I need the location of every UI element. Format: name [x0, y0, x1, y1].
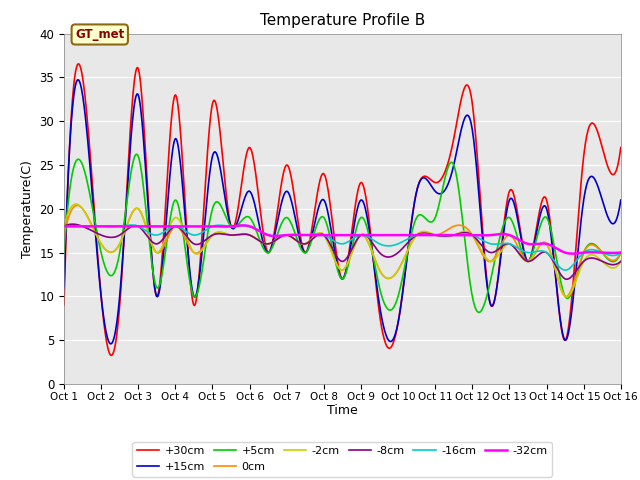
-8cm	[563, 276, 570, 282]
Legend: +30cm, +15cm, +5cm, 0cm, -2cm, -8cm, -16cm, -32cm: +30cm, +15cm, +5cm, 0cm, -2cm, -8cm, -16…	[132, 442, 552, 477]
+30cm	[617, 144, 625, 150]
0cm	[384, 276, 392, 281]
+5cm	[541, 214, 548, 220]
+30cm	[60, 302, 68, 308]
-16cm	[561, 267, 569, 273]
-32cm	[568, 251, 576, 256]
-8cm	[415, 231, 423, 237]
+15cm	[416, 178, 424, 184]
-16cm	[617, 250, 625, 255]
-8cm	[483, 248, 491, 254]
+30cm	[416, 178, 424, 183]
0cm	[415, 230, 423, 236]
-32cm	[483, 232, 491, 238]
-32cm	[94, 223, 102, 229]
Line: -2cm: -2cm	[64, 204, 621, 297]
+15cm	[541, 203, 548, 209]
-8cm	[399, 245, 406, 251]
+15cm	[95, 270, 102, 276]
+15cm	[107, 341, 115, 347]
0cm	[617, 250, 625, 255]
-2cm	[72, 201, 80, 207]
-32cm	[384, 232, 392, 238]
-32cm	[239, 223, 246, 228]
-16cm	[483, 240, 491, 245]
-8cm	[540, 249, 548, 255]
-16cm	[60, 223, 68, 229]
-2cm	[399, 259, 406, 264]
-8cm	[617, 258, 625, 264]
+15cm	[60, 285, 68, 290]
+30cm	[108, 353, 115, 359]
Line: +5cm: +5cm	[64, 154, 621, 312]
0cm	[562, 294, 570, 300]
0cm	[95, 237, 102, 243]
Line: -32cm: -32cm	[64, 226, 621, 253]
+30cm	[95, 267, 102, 273]
-32cm	[60, 223, 68, 229]
X-axis label: Time: Time	[327, 405, 358, 418]
+5cm	[384, 306, 392, 312]
-16cm	[415, 232, 423, 238]
+15cm	[399, 285, 407, 290]
+5cm	[484, 290, 492, 296]
-2cm	[415, 230, 423, 236]
+5cm	[399, 274, 406, 280]
Line: +15cm: +15cm	[64, 80, 621, 344]
Title: Temperature Profile B: Temperature Profile B	[260, 13, 425, 28]
+30cm	[541, 194, 548, 200]
-16cm	[94, 223, 102, 229]
+15cm	[74, 77, 82, 83]
-16cm	[127, 222, 135, 228]
Line: -8cm: -8cm	[64, 224, 621, 279]
-2cm	[617, 258, 625, 264]
+5cm	[132, 151, 140, 157]
0cm	[540, 240, 548, 245]
+5cm	[60, 250, 68, 255]
0cm	[399, 258, 406, 264]
-2cm	[384, 276, 392, 281]
Y-axis label: Temperature(C): Temperature(C)	[21, 160, 34, 258]
0cm	[60, 232, 68, 238]
+15cm	[385, 337, 392, 343]
+15cm	[617, 197, 625, 203]
-16cm	[540, 249, 548, 254]
-8cm	[60, 223, 68, 229]
+5cm	[94, 236, 102, 241]
-32cm	[415, 232, 423, 238]
Line: +30cm: +30cm	[64, 64, 621, 356]
+5cm	[617, 250, 625, 255]
-16cm	[399, 239, 406, 244]
0cm	[483, 258, 491, 264]
Line: -16cm: -16cm	[64, 225, 621, 270]
-32cm	[617, 250, 625, 255]
+5cm	[415, 212, 423, 218]
-2cm	[563, 294, 570, 300]
+30cm	[75, 61, 83, 67]
-2cm	[483, 256, 491, 262]
-2cm	[540, 240, 548, 245]
+5cm	[475, 310, 483, 315]
-2cm	[95, 237, 102, 243]
-32cm	[540, 240, 548, 246]
+15cm	[484, 288, 492, 293]
-16cm	[384, 243, 392, 249]
-2cm	[60, 223, 68, 229]
-8cm	[95, 231, 102, 237]
-32cm	[399, 232, 406, 238]
Text: GT_met: GT_met	[75, 28, 124, 41]
+30cm	[385, 345, 392, 351]
Line: 0cm: 0cm	[64, 205, 621, 297]
-8cm	[68, 221, 76, 227]
+30cm	[399, 283, 407, 289]
0cm	[74, 203, 81, 208]
-8cm	[384, 254, 392, 260]
+30cm	[484, 285, 492, 291]
